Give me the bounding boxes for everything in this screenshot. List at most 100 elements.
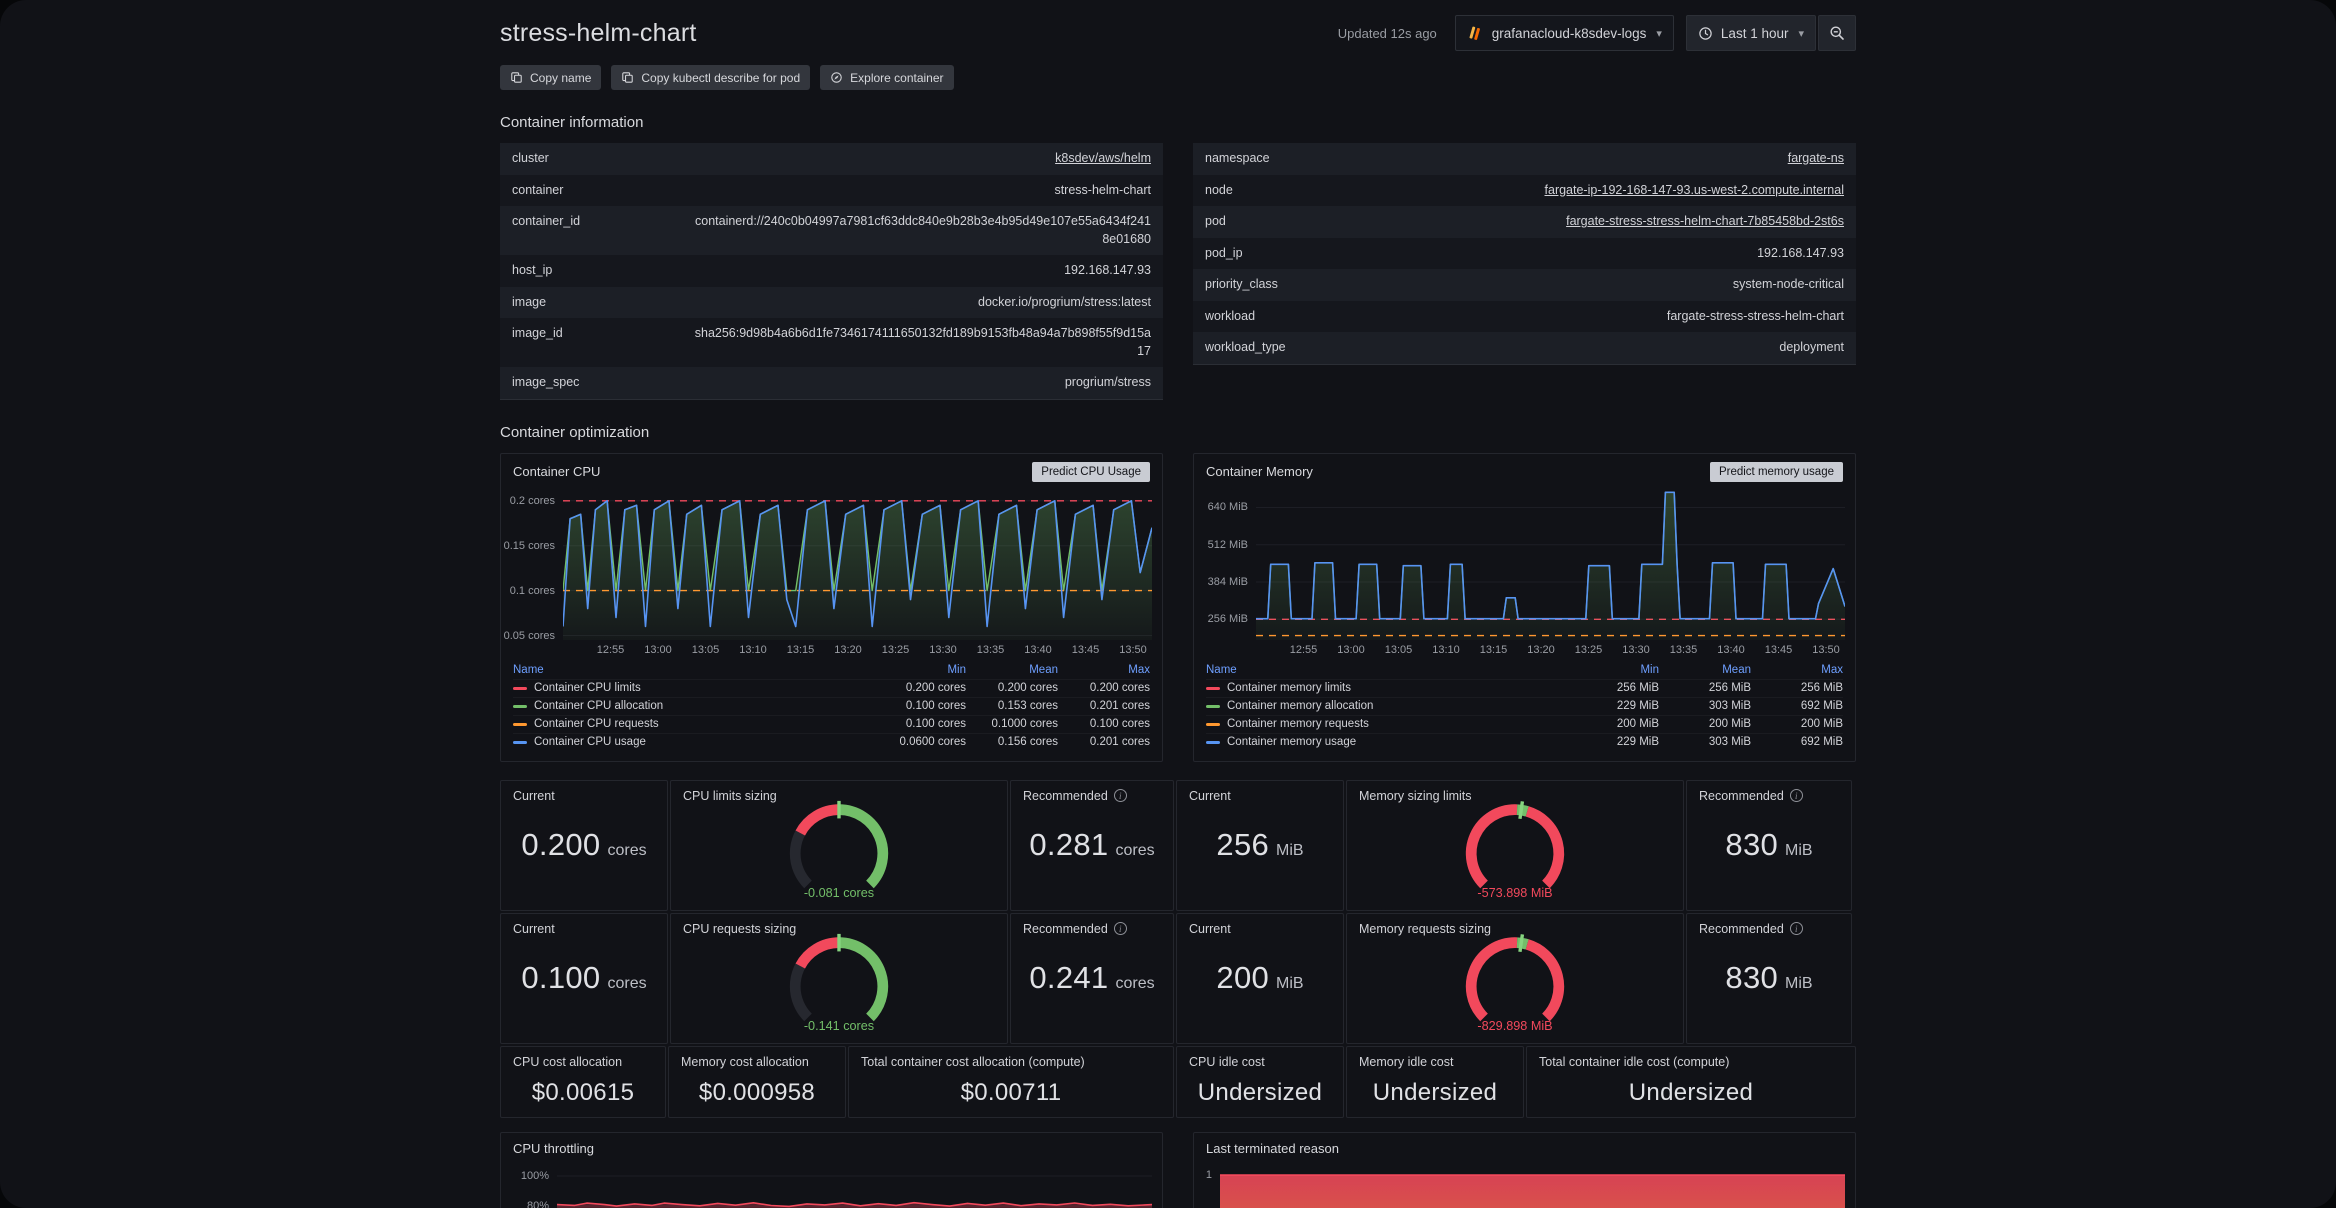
memory-chart-svg	[1256, 490, 1846, 640]
x-axis-label: 12:55	[1289, 643, 1318, 656]
legend: Name Min Mean Max Container CPU limits 0.200 …	[501, 660, 1162, 761]
legend-series-row[interactable]: Container memory requests 200 MiB 200 MiB 2…	[1206, 714, 1843, 733]
legend-series-row[interactable]: Container CPU limits 0.200 cores 0.200 cor…	[513, 678, 1150, 697]
loki-logo-icon	[1467, 25, 1484, 42]
info-icon: i	[1113, 922, 1127, 935]
y-axis-label: 384 MiB	[1207, 575, 1248, 588]
legend-series-row[interactable]: Container CPU usage 0.0600 cores 0.156 cor…	[513, 732, 1150, 751]
x-axis-label: 13:30	[1622, 643, 1650, 656]
y-axis-label: 0.2 cores	[509, 494, 555, 507]
info-key: workload	[1205, 308, 1256, 323]
container-memory-panel: Container Memory Predict memory usage 640 …	[1193, 452, 1856, 762]
legend-series-row[interactable]: Container memory limits 256 MiB 256 MiB 256…	[1206, 678, 1843, 697]
legend-series-name: Container memory requests	[1227, 718, 1369, 730]
legend-max: 200 MiB	[1800, 718, 1843, 730]
copy-kubectl-describe-for-pod-button[interactable]: Copy kubectl describe for pod	[611, 65, 811, 90]
legend-header-name[interactable]: Name	[513, 664, 544, 676]
info-value-link[interactable]: fargate-ip-192-168-147-93.us-west-2.comp…	[1544, 182, 1844, 197]
x-axis-label: 13:35	[976, 643, 1005, 656]
legend-header[interactable]: Max	[1821, 664, 1843, 676]
predict-cpu-usage-button[interactable]: Predict CPU Usage	[1032, 461, 1150, 482]
legend-header[interactable]: Mean	[1722, 664, 1751, 676]
info-row-image: image docker.io/progrium/stress:latest	[500, 286, 1163, 318]
info-value: deployment	[1779, 340, 1844, 354]
chevron-down-icon: ▾	[1798, 27, 1804, 40]
current-panel: Current 200 MiB	[1176, 912, 1344, 1044]
cell-title-text: Total container idle cost (compute)	[1539, 1054, 1730, 1069]
gauge-svg: -829.898 MiB	[1465, 933, 1565, 1033]
legend-header-name[interactable]: Name	[1206, 664, 1237, 676]
legend-series-name: Container CPU limits	[534, 682, 641, 694]
series-color-swatch	[1206, 740, 1220, 744]
legend-series-name: Container memory limits	[1227, 682, 1351, 694]
legend-min: 200 MiB	[1616, 718, 1659, 730]
cpu-limits-sizing-panel: CPU limits sizing -0.081 cores	[670, 779, 1008, 911]
recommended-panel: Recommended i 0.281 cores	[1010, 779, 1174, 911]
clock-icon	[1698, 26, 1713, 41]
chevron-down-icon: ▾	[1656, 27, 1662, 40]
dashboard-content: stress-helm-chart Updated 12s ago grafan…	[500, 0, 1856, 1208]
time-range-picker[interactable]: Last 1 hour ▾	[1685, 15, 1816, 51]
legend-header[interactable]: Max	[1128, 664, 1150, 676]
legend-min: 256 MiB	[1616, 682, 1659, 694]
predict-memory-usage-button[interactable]: Predict memory usage	[1709, 461, 1843, 482]
stat-value-unit: cores	[1115, 974, 1155, 992]
zoom-out-button[interactable]	[1818, 15, 1856, 51]
series-color-swatch	[513, 704, 527, 708]
info-table-right: namespace fargate-ns node fargate-ip-192-16…	[1193, 143, 1856, 365]
legend-max: 0.200 cores	[1089, 682, 1150, 694]
info-value-link[interactable]: fargate-ns	[1787, 151, 1844, 165]
recommended-panel: Recommended i 0.241 cores	[1010, 912, 1174, 1044]
cell-title-text: CPU cost allocation	[513, 1054, 623, 1069]
legend-mean: 0.156 cores	[997, 736, 1058, 748]
x-axis-label: 13:15	[786, 643, 815, 656]
cost-value-text: Undersized	[1197, 1078, 1323, 1106]
cell-title-text: Total container cost allocation (compute…	[861, 1054, 1085, 1069]
legend-series-name: Container CPU usage	[534, 736, 646, 748]
memory-plot[interactable]: 640 MiB 512 MiB 384 MiB 256 MiB	[1208, 490, 1846, 640]
topbar-right: Updated 12s ago grafanacloud-k8sdev-logs…	[1338, 15, 1856, 51]
copy-name-button[interactable]: Copy name	[500, 65, 602, 90]
x-axis: 12:55 13:00 13:05 13:10 13:15 13:20 13:25 13:30…	[1256, 640, 1845, 660]
explore-container-button[interactable]: Explore container	[820, 65, 954, 90]
cell-title-text: CPU limits sizing	[683, 788, 777, 803]
legend-series-row[interactable]: Container CPU allocation 0.100 cores 0.153…	[513, 696, 1150, 715]
legend-series-row[interactable]: Container CPU requests 0.100 cores 0.1000 …	[513, 714, 1150, 733]
info-key: priority_class	[1205, 277, 1278, 291]
cell-title-text: CPU requests sizing	[683, 921, 797, 936]
cpu-plot[interactable]: 0.2 cores 0.15 cores 0.1 cores 0.05 cores	[504, 490, 1153, 642]
legend-series-name: Container memory allocation	[1227, 700, 1374, 712]
cell-title-text: CPU idle cost	[1189, 1054, 1265, 1069]
stat-value-unit: MiB	[1785, 841, 1813, 859]
legend-header[interactable]: Min	[947, 664, 966, 676]
datasource-picker[interactable]: grafanacloud-k8sdev-logs ▾	[1454, 15, 1674, 51]
throttling-plot[interactable]: 100%80%60%	[521, 1164, 1153, 1208]
legend-header[interactable]: Min	[1640, 664, 1659, 676]
cost-value-text: $0.00711	[960, 1078, 1062, 1106]
legend-header[interactable]: Mean	[1029, 664, 1058, 676]
copy-icon	[510, 71, 523, 84]
x-axis-label: 13:15	[1479, 643, 1508, 656]
datasource-label: grafanacloud-k8sdev-logs	[1491, 25, 1647, 41]
info-key: image_id	[512, 326, 563, 340]
info-key: host_ip	[512, 263, 553, 277]
info-value-link[interactable]: k8sdev/aws/helm	[1055, 151, 1151, 165]
legend-series-row[interactable]: Container memory allocation 229 MiB 303 Mi…	[1206, 696, 1843, 715]
x-axis-label: 13:45	[1764, 643, 1793, 656]
section-title-container-information: Container information	[500, 114, 644, 131]
container-information: cluster k8sdev/aws/helm container stress-he…	[500, 143, 1856, 400]
legend-series-row[interactable]: Container memory usage 229 MiB 303 MiB 692 …	[1206, 732, 1843, 751]
terminated-plot[interactable]: 1	[1206, 1164, 1845, 1208]
gauge: -829.898 MiB	[1347, 930, 1683, 1039]
time-range-label: Last 1 hour	[1720, 25, 1789, 41]
cpu-idle-cost-panel: CPU idle cost Undersized	[1176, 1045, 1344, 1118]
info-key: namespace	[1205, 151, 1270, 165]
x-axis-label: 13:30	[929, 643, 957, 656]
info-value-link[interactable]: fargate-stress-stress-helm-chart-7b85458…	[1566, 214, 1844, 228]
x-axis-label: 13:50	[1812, 643, 1840, 656]
stat-value-unit: MiB	[1276, 974, 1304, 992]
y-axis-label: 80%	[526, 1199, 549, 1208]
time-controls: Last 1 hour ▾	[1685, 15, 1856, 51]
